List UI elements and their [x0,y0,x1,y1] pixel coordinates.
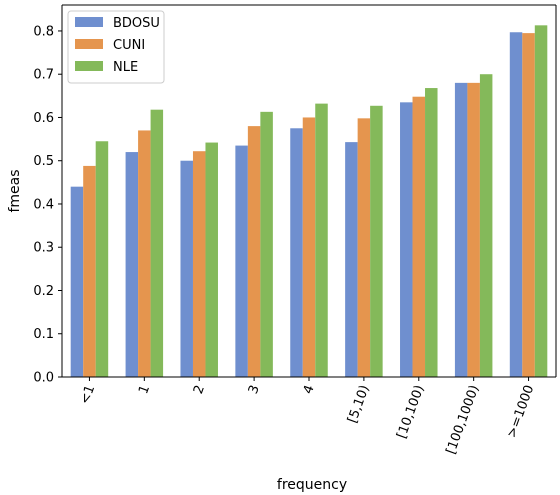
y-tick-label: 0.6 [33,111,54,126]
bar-cuni [302,117,316,377]
bar-cuni [412,96,426,377]
bar-nle [95,141,109,377]
y-ticks: 0.0 0.1 0.2 0.3 0.4 0.5 0.6 0.7 0.8 [33,24,62,386]
x-tick-label: [100,1000) [444,383,483,456]
bar-nle [370,105,383,378]
bars-layer [70,25,548,378]
bar-nle [315,103,328,377]
bar-bdosu [235,145,248,377]
bar-bdosu [125,152,139,377]
legend-swatch-nle [75,61,103,71]
bar-cuni [522,33,535,378]
y-axis-label: fmeas [7,169,23,212]
x-tick-label: 1 [136,383,153,396]
bar-nle [534,25,548,378]
bar-bdosu [454,82,468,377]
x-tick-label: 2 [191,383,208,396]
x-tick-label: >=1000 [504,383,537,440]
bar-bdosu [70,186,84,377]
y-tick-label: 0.1 [33,327,54,342]
y-tick-label: 0.4 [33,197,54,212]
legend-swatch-bdosu [75,17,103,27]
y-tick-label: 0.0 [33,371,54,386]
x-tick-label: [5,10) [345,383,372,425]
x-tick-label: 3 [246,383,263,396]
legend: BDOSU CUNI NLE [67,10,165,84]
bar-nle [260,111,273,377]
bar-bdosu [400,102,413,377]
x-axis-label: frequency [277,477,347,493]
bar-nle [150,109,164,377]
legend-swatch-cuni [75,39,103,49]
legend-label: NLE [113,60,138,75]
bar-cuni [138,130,151,377]
x-tick-label: [10,100) [394,383,427,440]
legend-label: CUNI [113,38,145,53]
y-tick-label: 0.5 [33,154,54,169]
bar-nle [479,74,493,378]
y-tick-label: 0.2 [33,284,54,299]
x-ticks: <1 1 2 3 4 [5,10) [10,100) [100,1000) >=1000 [78,377,537,456]
bar-nle [205,142,218,377]
legend-label: BDOSU [113,16,160,31]
bar-cuni [247,126,261,378]
y-tick-label: 0.8 [33,24,54,39]
y-tick-label: 0.3 [33,241,54,256]
x-tick-label: 4 [301,383,318,396]
bar-cuni [467,82,480,377]
bar-bdosu [345,142,358,377]
bar-nle [425,88,438,378]
x-tick-label: <1 [78,383,99,406]
bar-bdosu [290,128,303,377]
bar-cuni [192,151,206,377]
bar-bdosu [180,160,193,377]
bar-cuni [83,165,96,377]
y-tick-label: 0.7 [33,68,54,83]
bar-cuni [357,118,371,377]
bar-bdosu [509,32,523,378]
